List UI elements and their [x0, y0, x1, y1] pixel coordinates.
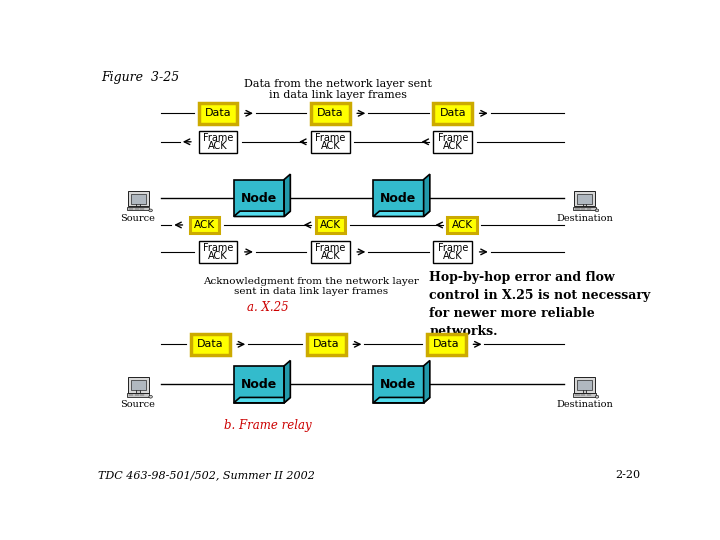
Text: Frame: Frame: [438, 243, 468, 253]
Text: Figure  3-25: Figure 3-25: [101, 71, 179, 84]
Bar: [373, 366, 423, 403]
Text: Data: Data: [313, 339, 340, 349]
Text: TDC 463-98-501/502, Summer II 2002: TDC 463-98-501/502, Summer II 2002: [98, 470, 315, 480]
Bar: [577, 194, 592, 204]
Bar: [573, 207, 595, 211]
Bar: [433, 131, 472, 153]
Text: b. Frame relay: b. Frame relay: [225, 419, 312, 432]
Bar: [311, 241, 350, 262]
Text: ACK: ACK: [320, 220, 341, 230]
Text: Data: Data: [433, 339, 460, 349]
Bar: [136, 203, 140, 206]
Bar: [127, 207, 149, 211]
Text: Frame: Frame: [203, 243, 233, 253]
Bar: [127, 191, 148, 206]
Text: ACK: ACK: [320, 251, 340, 261]
Bar: [234, 366, 284, 403]
Bar: [427, 334, 466, 355]
Text: Frame: Frame: [438, 133, 468, 143]
Bar: [573, 393, 595, 397]
Bar: [574, 377, 595, 393]
Bar: [307, 334, 346, 355]
Bar: [311, 103, 350, 124]
Ellipse shape: [595, 209, 599, 212]
Bar: [199, 131, 238, 153]
Bar: [127, 393, 149, 397]
Text: Hop-by-hop error and flow
control in X.25 is not necessary
for newer more reliab: Hop-by-hop error and flow control in X.2…: [429, 271, 651, 338]
Polygon shape: [423, 361, 430, 403]
Bar: [136, 389, 140, 393]
Text: Node: Node: [380, 378, 417, 391]
Polygon shape: [373, 211, 430, 217]
Text: Acknowledgment from the network layer
sent in data link layer frames: Acknowledgment from the network layer se…: [203, 276, 419, 296]
Text: ACK: ACK: [208, 140, 228, 151]
Text: Data: Data: [204, 109, 231, 118]
Text: ACK: ACK: [443, 251, 462, 261]
Text: Data from the network layer sent
in data link layer frames: Data from the network layer sent in data…: [244, 79, 432, 100]
Bar: [127, 377, 148, 393]
Polygon shape: [284, 174, 290, 217]
Text: ACK: ACK: [443, 140, 462, 151]
Text: ACK: ACK: [320, 140, 340, 151]
Ellipse shape: [595, 395, 599, 398]
Text: Destination: Destination: [556, 213, 613, 222]
Bar: [130, 194, 145, 204]
Text: ACK: ACK: [194, 220, 215, 230]
Polygon shape: [373, 397, 430, 403]
Bar: [191, 334, 230, 355]
Bar: [190, 217, 220, 233]
Text: Frame: Frame: [315, 133, 346, 143]
Text: a. X.25: a. X.25: [248, 301, 289, 314]
Ellipse shape: [149, 395, 153, 398]
Text: Data: Data: [439, 109, 466, 118]
Bar: [574, 191, 595, 206]
Bar: [582, 389, 586, 393]
Polygon shape: [234, 211, 290, 217]
Bar: [130, 380, 145, 390]
Bar: [311, 131, 350, 153]
Text: Source: Source: [121, 400, 156, 409]
Bar: [199, 241, 238, 262]
Polygon shape: [234, 397, 290, 403]
Bar: [199, 103, 238, 124]
Bar: [315, 217, 345, 233]
Text: Data: Data: [197, 339, 223, 349]
Bar: [447, 217, 477, 233]
Ellipse shape: [149, 209, 153, 212]
Bar: [373, 179, 423, 217]
Text: Node: Node: [240, 192, 277, 205]
Text: Data: Data: [317, 109, 343, 118]
Polygon shape: [423, 174, 430, 217]
Bar: [582, 203, 586, 206]
Text: Frame: Frame: [315, 243, 346, 253]
Bar: [234, 179, 284, 217]
Text: 2-20: 2-20: [615, 470, 640, 480]
Text: ACK: ACK: [451, 220, 472, 230]
Bar: [433, 241, 472, 262]
Polygon shape: [284, 361, 290, 403]
Text: Destination: Destination: [556, 400, 613, 409]
Text: Frame: Frame: [203, 133, 233, 143]
Bar: [577, 380, 592, 390]
Bar: [433, 103, 472, 124]
Text: Source: Source: [121, 213, 156, 222]
Text: ACK: ACK: [208, 251, 228, 261]
Text: Node: Node: [240, 378, 277, 391]
Text: Node: Node: [380, 192, 417, 205]
